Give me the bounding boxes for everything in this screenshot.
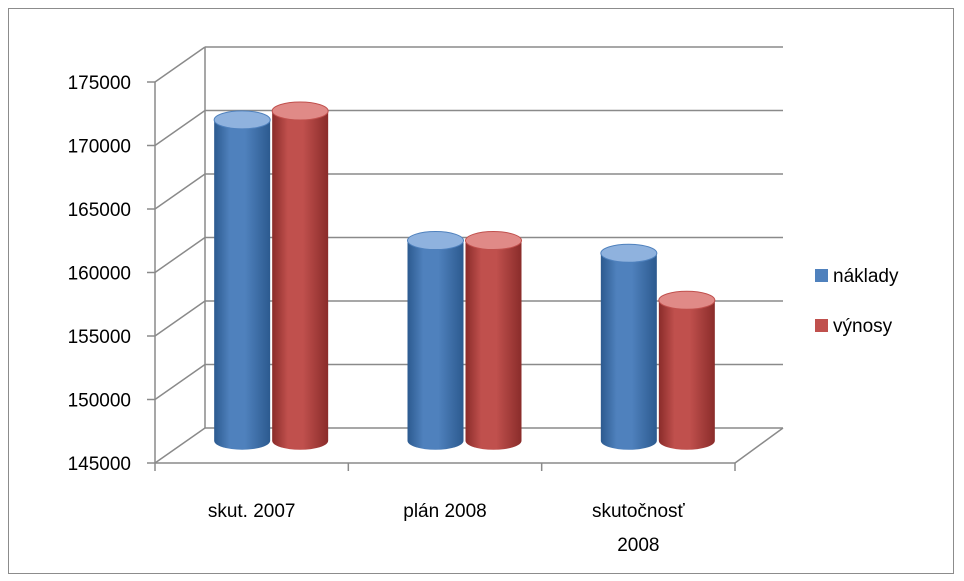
gridline-side [154,236,206,274]
chart-bars [213,101,716,450]
y-tick-label: 175000 [68,73,131,94]
y-tick-label: 155000 [68,327,131,348]
category-label: plán 2008 [403,501,486,522]
bar-náklady-2 [600,243,658,450]
legend-label: náklady [833,266,899,287]
bar-top [658,290,716,310]
legend: náklady výnosy [815,266,899,337]
gridline-side [154,173,206,210]
bar-body [600,253,657,450]
y-tick-label: 150000 [68,391,131,412]
category-label: 2008 [617,535,659,556]
gridline-side [154,427,206,464]
gridline-side [154,109,206,147]
bar-body [407,240,464,450]
y-axis-ticks: 145000 150000 155000 160000 165000 170000 1750… [68,73,131,475]
bar-výnosy-0 [271,101,329,450]
bar-náklady-0 [213,110,271,450]
legend-swatch [815,269,828,282]
gridline-side [154,300,206,337]
y-tick-label: 160000 [68,264,131,285]
legend-label: výnosy [833,316,893,337]
bar-výnosy-1 [465,231,522,450]
bar-výnosy-2 [658,290,716,450]
bar-body [214,119,271,450]
gridline-side [154,363,206,401]
bar-body [272,111,329,450]
legend-swatch [815,319,828,332]
category-label: skut. 2007 [208,501,296,522]
y-tick-label: 145000 [68,454,131,475]
category-label: skutočnosť [592,501,686,522]
bar-top [213,110,271,130]
bar-top [271,101,329,121]
y-tick-label: 170000 [68,137,131,158]
bar-body [465,240,522,450]
y-tick-label: 165000 [68,200,131,221]
gridline-side [154,46,206,83]
bar-top [600,243,658,263]
bar-body [658,300,715,450]
floor-right-edge [734,427,784,464]
x-axis-categories: skut. 2007 plán 2008 skutočnosť 2008 [208,501,686,556]
bar-top [465,231,522,251]
bar-top [407,231,464,251]
bar-náklady-1 [407,231,464,450]
